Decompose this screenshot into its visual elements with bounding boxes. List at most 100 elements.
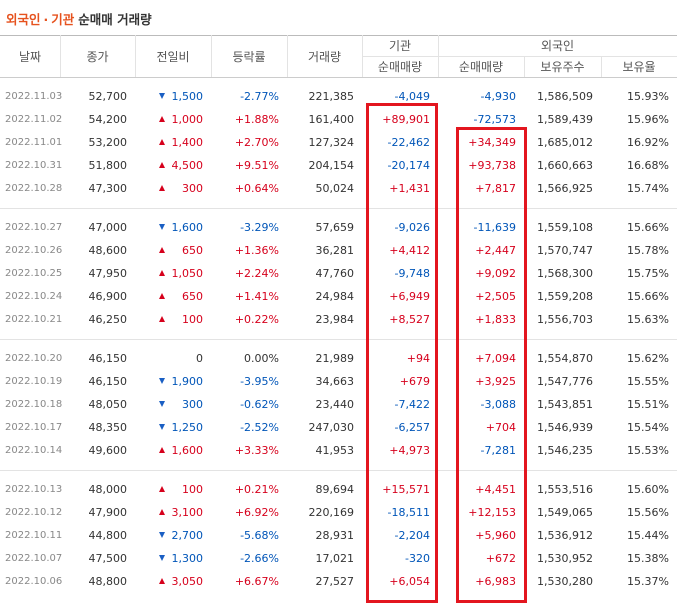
cell: 57,659 bbox=[315, 221, 355, 234]
date-cell: 2022.10.06 bbox=[5, 576, 63, 587]
change-cell: 3,100 bbox=[135, 501, 211, 524]
date-cell: 2022.10.14 bbox=[5, 445, 63, 456]
cell: +672 bbox=[485, 552, 516, 565]
cell: +7,094 bbox=[475, 352, 516, 365]
cell: 1,570,747 bbox=[537, 244, 593, 257]
cell: 23,984 bbox=[315, 313, 355, 326]
sub-header: 순매매량 bbox=[377, 60, 423, 74]
cell: -0.62% bbox=[240, 398, 279, 411]
cell: 53,200 bbox=[88, 136, 128, 149]
cell: +1.41% bbox=[234, 290, 279, 303]
cell: -3,088 bbox=[480, 398, 516, 411]
cell: +1.36% bbox=[234, 244, 279, 257]
cell: -72,573 bbox=[473, 113, 516, 126]
change-cell: 0 bbox=[196, 352, 203, 365]
cell: 1,685,012 bbox=[537, 136, 593, 149]
change-cell: 1,600 bbox=[135, 439, 211, 462]
highlight-box bbox=[456, 127, 527, 603]
group-divider bbox=[0, 339, 677, 340]
cell: 161,400 bbox=[308, 113, 355, 126]
cell: +1.88% bbox=[234, 113, 279, 126]
date-cell: 2022.10.12 bbox=[5, 507, 63, 518]
cell: 1,530,280 bbox=[537, 575, 593, 588]
cell: 50,024 bbox=[315, 182, 355, 195]
arrow-up bbox=[159, 293, 165, 299]
change-cell: 4,500 bbox=[135, 154, 211, 177]
change-cell: 1,400 bbox=[135, 131, 211, 154]
header-divider bbox=[601, 56, 602, 77]
cell: 220,169 bbox=[308, 506, 355, 519]
cell: +5,960 bbox=[475, 529, 516, 542]
change-cell: 1,050 bbox=[135, 262, 211, 285]
date-cell: 2022.10.19 bbox=[5, 376, 63, 387]
cell: 15.55% bbox=[627, 375, 669, 388]
cell: -2,204 bbox=[394, 529, 430, 542]
cell: -320 bbox=[405, 552, 430, 565]
cell: 1,530,952 bbox=[537, 552, 593, 565]
date-cell: 2022.11.01 bbox=[5, 137, 63, 148]
cell: 221,385 bbox=[308, 90, 355, 103]
cell: +4,412 bbox=[389, 244, 430, 257]
cell: +9,092 bbox=[475, 267, 516, 280]
cell: +94 bbox=[406, 352, 430, 365]
cell: 48,600 bbox=[88, 244, 128, 257]
cell: 48,800 bbox=[88, 575, 128, 588]
cell: 15.78% bbox=[627, 244, 669, 257]
group-header: 외국인 bbox=[540, 39, 575, 53]
date-cell: 2022.11.02 bbox=[5, 114, 63, 125]
cell: 1,554,870 bbox=[537, 352, 593, 365]
column-header: 등락률 bbox=[232, 49, 266, 64]
cell: 21,989 bbox=[315, 352, 355, 365]
cell: 27,527 bbox=[315, 575, 355, 588]
cell: 15.38% bbox=[627, 552, 669, 565]
cell: 47,900 bbox=[88, 506, 128, 519]
arrow-up bbox=[159, 185, 165, 191]
column-header: 전일비 bbox=[156, 49, 190, 64]
cell: 23,440 bbox=[315, 398, 355, 411]
cell: 36,281 bbox=[315, 244, 355, 257]
title-rest: 순매매 거래량 bbox=[78, 12, 152, 27]
column-header: 거래량 bbox=[307, 49, 342, 64]
date-cell: 2022.10.27 bbox=[5, 222, 63, 233]
cell: -6,257 bbox=[394, 421, 430, 434]
cell: 1,589,439 bbox=[537, 113, 593, 126]
cell: +3.33% bbox=[234, 444, 279, 457]
cell: 47,760 bbox=[315, 267, 355, 280]
cell: 44,800 bbox=[88, 529, 128, 542]
cell: 15.63% bbox=[627, 313, 669, 326]
cell: 15.74% bbox=[627, 182, 669, 195]
cell: 1,660,663 bbox=[537, 159, 593, 172]
cell: 1,568,300 bbox=[537, 267, 593, 280]
cell: -2.52% bbox=[240, 421, 279, 434]
cell: +679 bbox=[399, 375, 430, 388]
cell: 1,553,516 bbox=[537, 483, 593, 496]
cell: -7,281 bbox=[480, 444, 516, 457]
cell: 15.44% bbox=[627, 529, 669, 542]
date-cell: 2022.10.28 bbox=[5, 183, 63, 194]
change-cell: 1,900 bbox=[135, 370, 211, 393]
arrow-down bbox=[159, 401, 165, 407]
cell: -7,422 bbox=[394, 398, 430, 411]
cell: 15.96% bbox=[627, 113, 669, 126]
cell: -3.95% bbox=[240, 375, 279, 388]
title: 외국인 · 기관 순매매 거래량 bbox=[6, 9, 152, 28]
cell: +6.67% bbox=[234, 575, 279, 588]
column-header: 종가 bbox=[86, 49, 109, 64]
date-cell: 2022.10.31 bbox=[5, 160, 63, 171]
cell: 47,950 bbox=[88, 267, 128, 280]
arrow-up bbox=[159, 486, 165, 492]
cell: 54,200 bbox=[88, 113, 128, 126]
cell: +12,153 bbox=[468, 506, 516, 519]
cell: +8,527 bbox=[389, 313, 430, 326]
header-divider bbox=[135, 35, 136, 77]
cell: 89,694 bbox=[315, 483, 355, 496]
change-cell: 650 bbox=[135, 285, 211, 308]
change-cell: 100 bbox=[135, 308, 211, 331]
change-cell: 650 bbox=[135, 239, 211, 262]
cell: 15.51% bbox=[627, 398, 669, 411]
cell: +704 bbox=[485, 421, 516, 434]
arrow-down bbox=[159, 424, 165, 430]
change-cell: 1,250 bbox=[135, 416, 211, 439]
cell: -5.68% bbox=[240, 529, 279, 542]
